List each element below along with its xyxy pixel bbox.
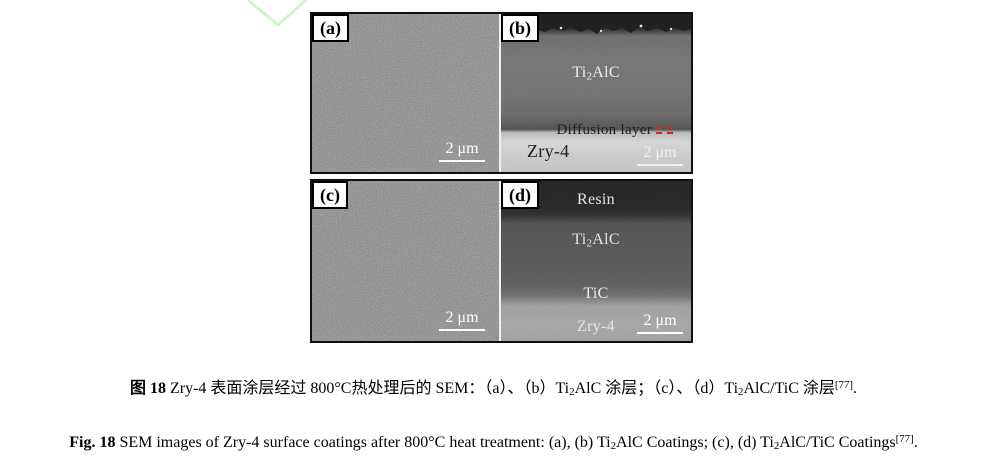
scale-bar-d: 2 μm: [637, 311, 683, 334]
panel-a-tag: (a): [312, 14, 349, 42]
figure-number-en: Fig. 18: [69, 433, 116, 451]
scale-bar-c-label: 2 μm: [445, 308, 479, 326]
scale-bar-b-label: 2 μm: [643, 143, 677, 161]
scale-bar-a: 2 μm: [439, 139, 485, 162]
panel-c-tag: (c): [312, 181, 348, 209]
scale-bar-b: 2 μm: [637, 143, 683, 166]
watermark-chevron-icon: [247, 0, 307, 27]
panel-a: (a) 2 μm: [312, 14, 499, 172]
diffusion-marker-icon: [656, 125, 673, 137]
scale-bar-b-line: [637, 163, 683, 166]
panel-divider: [499, 14, 501, 172]
reference-superscript: [77]: [895, 433, 914, 445]
caption-english: Fig. 18 SEM images of Zry-4 surface coat…: [69, 433, 918, 453]
scale-bar-c-line: [439, 328, 485, 331]
reference-superscript: [77]: [834, 379, 854, 392]
ti2alc-layer-label: Ti2AlC: [572, 231, 620, 250]
panel-b-tag: (b): [501, 14, 539, 42]
caption-cn-text: Zry-4 表面涂层经过 800°C热处理后的 SEM：（a）、（b）Ti: [165, 380, 570, 397]
scale-bar-d-label: 2 μm: [643, 311, 677, 329]
panel-d-tag-label: (d): [509, 185, 531, 205]
panel-c: (c) 2 μm: [312, 181, 499, 341]
scale-bar-c: 2 μm: [439, 308, 485, 331]
zry4-substrate-label: Zry-4: [527, 141, 570, 161]
caption-en-text: SEM images of Zry-4 surface coatings aft…: [115, 433, 611, 451]
ti2alc-layer-label: Ti2AlC: [572, 64, 620, 83]
sem-figure: (a) 2 μm (b) Ti2AlC Diffusi: [310, 12, 693, 343]
figure-row-bottom: (c) 2 μm (d) Resin Ti2AlC TiC Zry-4 2 μm: [310, 179, 693, 343]
panel-b-tag-label: (b): [509, 18, 531, 38]
scale-bar-d-line: [637, 331, 683, 334]
figure-number-cn: 图 18: [129, 380, 166, 397]
panel-d: (d) Resin Ti2AlC TiC Zry-4 2 μm: [501, 181, 691, 341]
scale-bar-a-line: [439, 159, 485, 162]
caption-chinese: 图 18 Zry-4 表面涂层经过 800°C热处理后的 SEM：（a）、（b）…: [129, 379, 858, 399]
tic-layer-label: TiC: [583, 285, 609, 302]
figure-row-top: (a) 2 μm (b) Ti2AlC Diffusi: [310, 12, 693, 174]
panel-d-tag: (d): [501, 181, 539, 209]
panel-b: (b) Ti2AlC Diffusion layer Zry-4 2 μm: [501, 14, 691, 172]
panel-c-tag-label: (c): [320, 185, 340, 205]
diffusion-layer-text: Diffusion layer: [556, 122, 652, 138]
scale-bar-a-label: 2 μm: [445, 139, 479, 157]
panel-a-tag-label: (a): [320, 18, 341, 38]
diffusion-layer-label: Diffusion layer: [557, 122, 673, 139]
panel-divider: [499, 181, 501, 341]
